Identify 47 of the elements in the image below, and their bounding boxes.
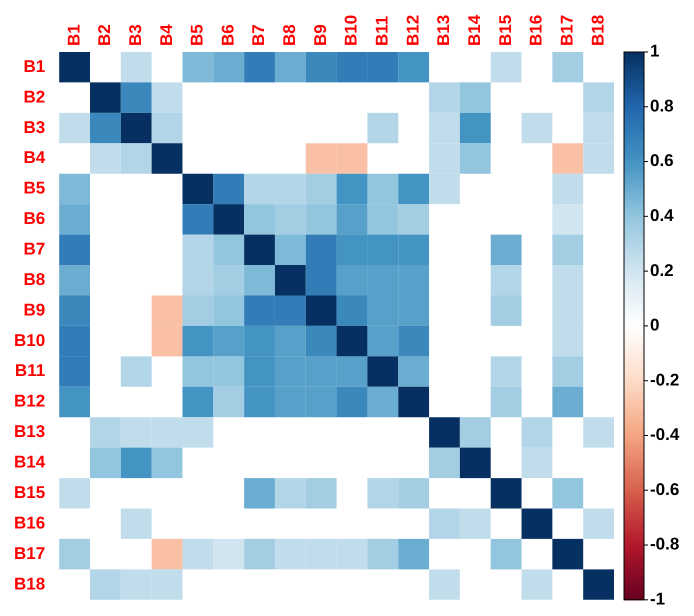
color-bar-label: 0.8: [650, 96, 674, 116]
color-bar-label: -0.4: [650, 425, 680, 444]
color-bar-label: 0.6: [650, 151, 674, 170]
x-tick-label: B16: [526, 14, 546, 46]
x-tick-label: B10: [342, 14, 361, 46]
y-tick-label: B1: [23, 56, 46, 76]
y-tick-label: B12: [14, 392, 46, 411]
x-tick-label: B1: [64, 24, 84, 46]
x-tick-label: B13: [434, 14, 454, 46]
x-tick-label: B9: [310, 24, 330, 46]
y-tick-label: B8: [23, 270, 46, 289]
color-bar-label: -0.2: [650, 370, 680, 390]
y-tick-label: B14: [14, 452, 46, 472]
y-tick-label: B4: [23, 148, 46, 168]
y-tick-label: B13: [14, 422, 46, 442]
color-bar-label: 0: [650, 316, 660, 335]
color-bar-label: -0.6: [650, 480, 680, 499]
y-tick-label: B11: [14, 361, 46, 380]
y-tick-label: B5: [23, 178, 46, 198]
x-tick-label: B17: [557, 14, 576, 46]
y-tick-label: B18: [14, 574, 46, 594]
x-tick-label: B8: [280, 24, 300, 46]
x-tick-label: B11: [372, 16, 392, 46]
x-tick-label: B5: [188, 24, 207, 46]
y-tick-label: B6: [23, 209, 46, 228]
color-bar-label: 0.2: [650, 260, 674, 280]
color-bar-label: 0.4: [650, 206, 674, 226]
y-tick-label: B15: [14, 482, 46, 502]
x-tick-label: B7: [249, 24, 268, 46]
x-tick-label: B3: [126, 24, 145, 46]
x-tick-label: B15: [496, 14, 515, 46]
x-tick-label: B14: [464, 14, 484, 46]
y-tick-label: B3: [23, 118, 46, 137]
y-tick-label: B17: [14, 544, 46, 563]
x-tick-label: B18: [588, 14, 608, 46]
x-tick-label: B6: [218, 24, 238, 46]
x-tick-label: B2: [95, 24, 114, 46]
x-tick-label: B4: [156, 24, 176, 46]
x-tick-label: B12: [403, 14, 422, 46]
y-tick-label: B7: [23, 240, 46, 259]
y-tick-label: B9: [23, 300, 46, 320]
y-tick-label: B16: [14, 513, 46, 532]
y-tick-label: B10: [14, 330, 46, 350]
color-bar-label: -1: [650, 589, 666, 608]
color-bar-label: -0.8: [650, 534, 680, 554]
y-tick-label: B2: [23, 87, 46, 106]
color-bar-label: 1: [650, 42, 660, 61]
